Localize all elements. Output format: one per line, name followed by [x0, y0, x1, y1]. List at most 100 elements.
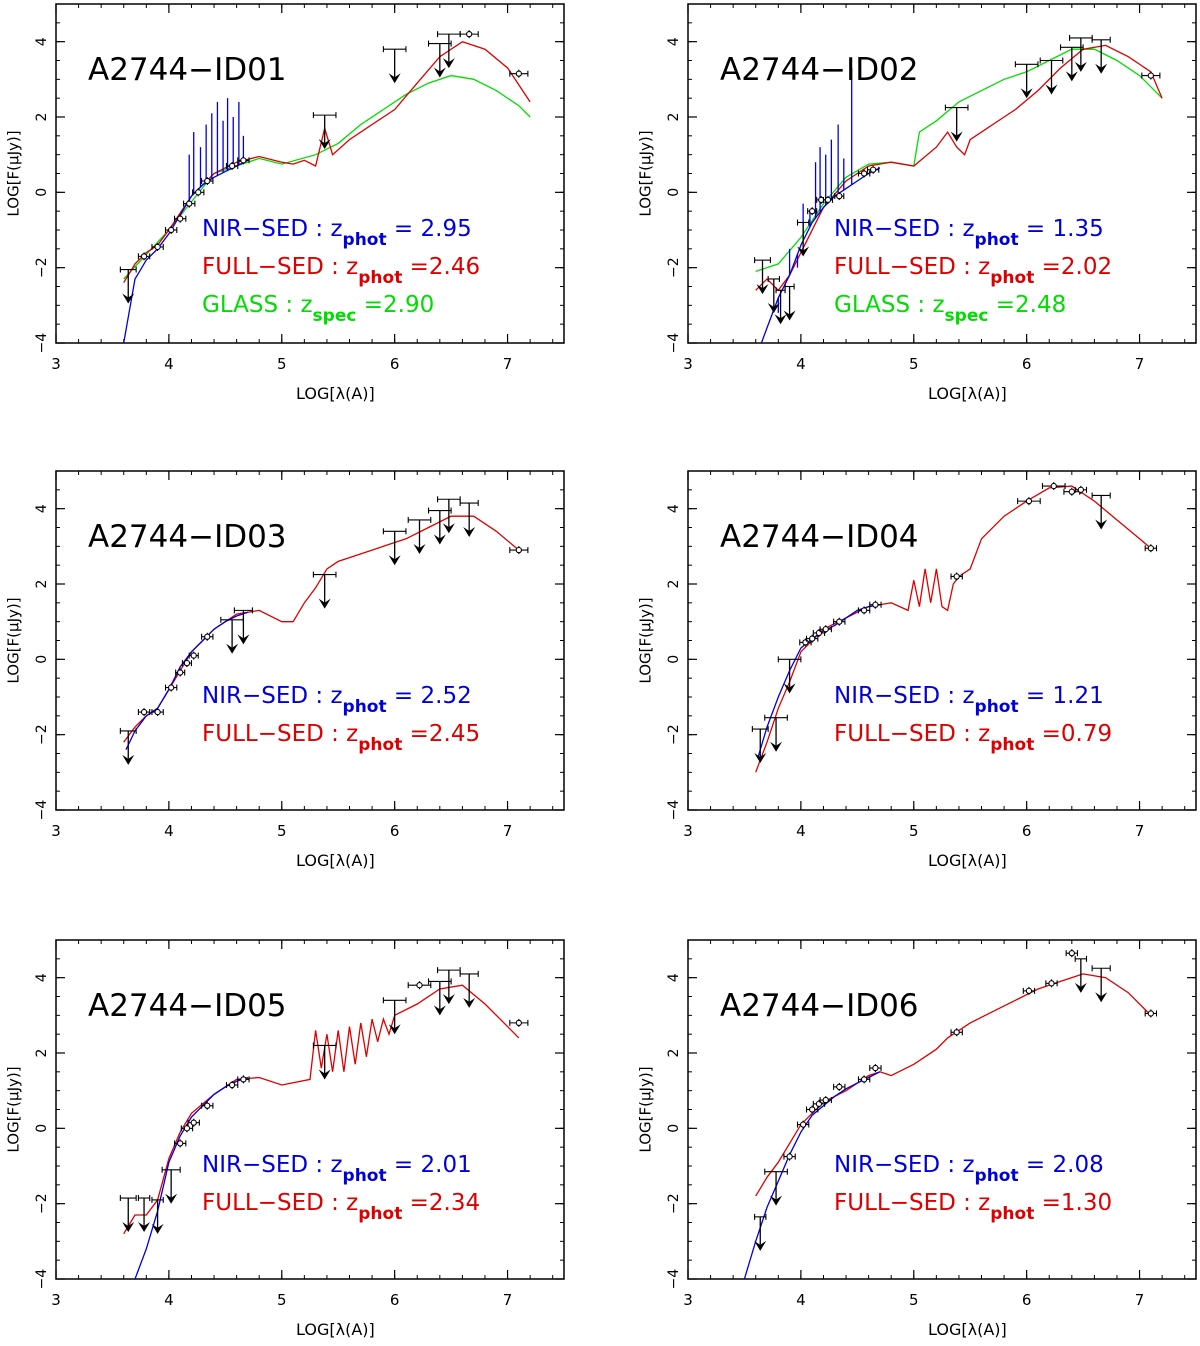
- point-marker: [183, 1125, 191, 1132]
- legend-subscript: spec: [945, 306, 989, 326]
- point-marker: [953, 1029, 960, 1036]
- legend-key: FULL−SED : z: [834, 1190, 990, 1216]
- legend-subscript: phot: [343, 230, 387, 250]
- legend-entry: GLASS : zspec =2.48: [834, 292, 1066, 326]
- upper-limit-arrowhead: [1095, 63, 1108, 74]
- legend-entry: NIR−SED : zphot = 2.95: [202, 216, 472, 250]
- upper-limit-arrowhead: [1045, 84, 1058, 95]
- point-marker: [799, 1121, 807, 1128]
- photometry-point: [173, 214, 187, 223]
- photometry-point: [137, 708, 151, 717]
- point-marker: [1068, 488, 1075, 495]
- legend-key: FULL−SED : z: [202, 254, 358, 280]
- x-axis-label: LOG[λ(A)]: [928, 384, 1007, 403]
- legend-subscript: phot: [343, 1166, 387, 1186]
- y-tick-label: 0: [34, 655, 50, 664]
- x-tick-label: 5: [277, 355, 287, 373]
- upper-limit-point: [220, 616, 244, 654]
- legend-subscript: phot: [358, 735, 402, 755]
- y-tick-label: 0: [666, 1124, 682, 1133]
- point-marker: [1068, 950, 1075, 957]
- y-axis-label: LOG[F(μJy)]: [637, 1066, 655, 1152]
- legend-key: GLASS : z: [834, 292, 945, 318]
- x-tick-label: 7: [1135, 1291, 1145, 1309]
- upper-limit-point: [119, 727, 137, 765]
- upper-limit-arrowhead: [226, 643, 239, 654]
- photometry-point: [796, 1120, 810, 1129]
- x-tick-label: 7: [1135, 355, 1145, 373]
- upper-limit-arrowhead: [413, 543, 426, 554]
- photometry-point: [1065, 949, 1079, 958]
- point-marker: [836, 618, 843, 625]
- panel-title: A2744−ID01: [88, 52, 287, 88]
- y-tick-label: 2: [34, 1049, 50, 1058]
- y-tick-label: 2: [666, 1049, 682, 1058]
- upper-limit-arrowhead: [1020, 88, 1033, 99]
- point-marker: [824, 196, 832, 204]
- point-marker: [190, 652, 197, 659]
- point-marker: [836, 1083, 843, 1091]
- photometry-point: [833, 617, 846, 626]
- series-full-sed-line: [123, 40, 531, 284]
- upper-limit-point: [1039, 57, 1064, 95]
- y-axis-label: LOG[F(μJy)]: [637, 597, 655, 683]
- upper-limit-point: [783, 283, 796, 321]
- series-nir-sed-line: [123, 159, 249, 343]
- photometry-point: [183, 199, 196, 208]
- legend-subscript: phot: [975, 697, 1019, 717]
- point-marker: [195, 189, 202, 196]
- photometry-point: [950, 1028, 963, 1037]
- upper-limit-arrowhead: [767, 302, 780, 313]
- y-tick-label: 0: [666, 655, 682, 664]
- photometry-point: [187, 1118, 200, 1127]
- x-tick-label: 4: [164, 822, 174, 840]
- point-marker: [204, 633, 211, 640]
- upper-limit-point: [1074, 955, 1088, 993]
- upper-limit-arrowhead: [138, 1222, 151, 1233]
- point-marker: [822, 626, 829, 633]
- upper-limit-arrowhead: [442, 58, 455, 69]
- point-marker: [204, 1102, 211, 1109]
- photometry-point: [201, 177, 214, 186]
- x-tick-label: 6: [390, 355, 400, 373]
- photometry-point: [137, 252, 151, 261]
- series-full-sed-line: [123, 984, 520, 1235]
- upper-limit-arrowhead: [442, 994, 455, 1005]
- legend-entry: GLASS : zspec =2.90: [202, 292, 434, 326]
- point-marker: [167, 226, 175, 234]
- point-marker: [953, 573, 960, 580]
- point-marker: [167, 684, 175, 691]
- photometry-point: [819, 1096, 832, 1105]
- panel-title: A2744−ID05: [88, 988, 287, 1024]
- upper-limit-point: [427, 507, 452, 545]
- plot-area: [119, 30, 531, 343]
- upper-limit-point: [1091, 36, 1111, 74]
- photometry-point: [459, 30, 479, 39]
- point-marker: [822, 1096, 829, 1104]
- point-marker: [228, 1081, 236, 1089]
- legend-entry: FULL−SED : zphot =2.46: [202, 254, 480, 288]
- y-tick-label: −2: [34, 1193, 50, 1214]
- photometry-point: [509, 546, 529, 555]
- photometry-point: [1063, 487, 1081, 496]
- point-marker: [515, 70, 522, 77]
- legend-key: FULL−SED : z: [834, 254, 990, 280]
- y-axis-label: LOG[F(μJy)]: [5, 597, 23, 683]
- photometry-point: [151, 242, 164, 251]
- sed-panel-2: 3 4 5 6 7 −4 −2 0 2 4 LOG[λ(A)] LOG[F(μJy)] A2744−ID…: [637, 3, 1197, 403]
- legend-subscript: phot: [975, 1166, 1019, 1186]
- x-tick-label: 6: [390, 822, 400, 840]
- x-axis-label: LOG[λ(A)]: [928, 851, 1007, 870]
- upper-limit-arrowhead: [318, 598, 331, 609]
- x-tick-label: 5: [909, 1291, 919, 1309]
- upper-limit-arrowhead: [237, 634, 250, 645]
- upper-limit-arrowhead: [318, 139, 331, 150]
- y-tick-label: 4: [666, 973, 682, 982]
- x-axis-label: LOG[λ(A)]: [296, 1320, 375, 1339]
- upper-limit-point: [427, 40, 452, 78]
- legend-key: NIR−SED : z: [202, 683, 343, 709]
- legend-value: =2.02: [1034, 254, 1112, 280]
- photometry-point: [237, 156, 250, 165]
- point-marker: [860, 170, 868, 177]
